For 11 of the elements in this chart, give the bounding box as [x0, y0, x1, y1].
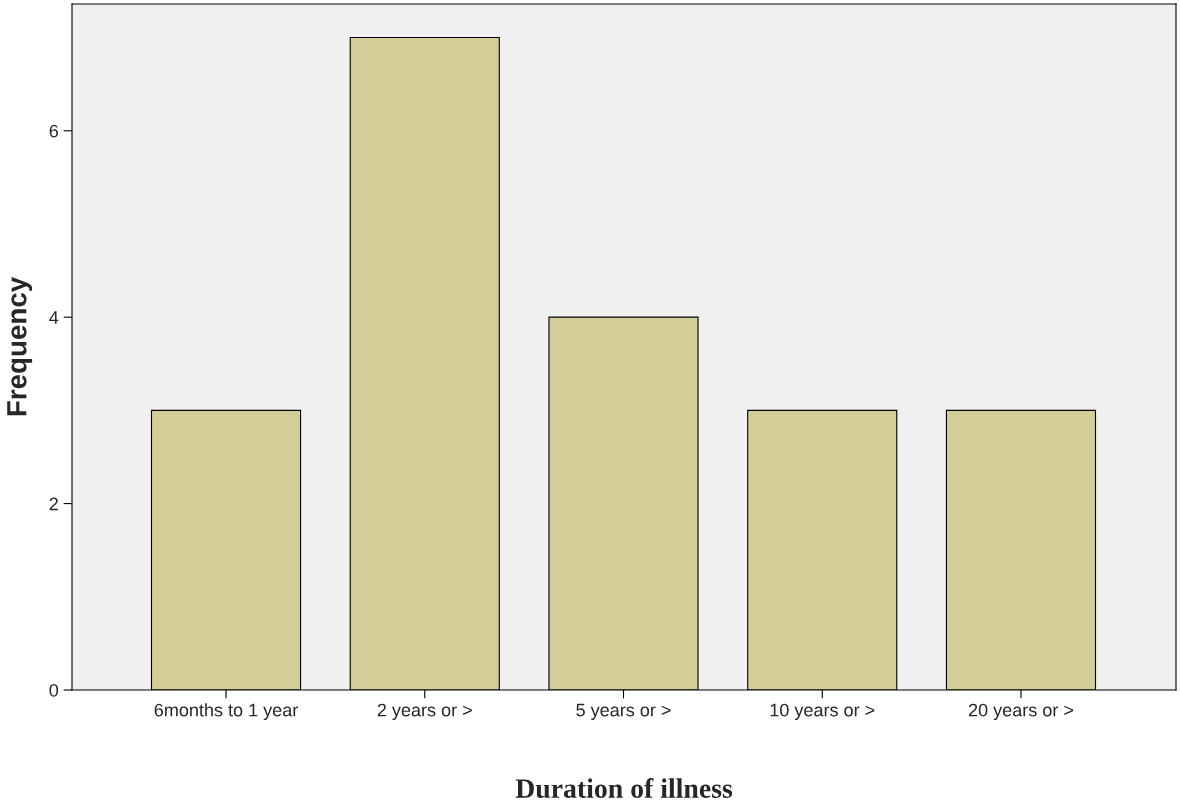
y-tick-label: 4 — [49, 311, 59, 324]
x-tick-label: 10 years or > — [770, 703, 875, 721]
y-axis-title: Frequency — [7, 276, 33, 416]
x-tick-label: 6months to 1 year — [154, 703, 298, 721]
x-tick-label: 2 years or > — [377, 703, 472, 721]
x-tick-label: 20 years or > — [968, 703, 1074, 721]
x-axis-title: Duration of illness — [515, 778, 733, 798]
y-tick-label: 2 — [49, 497, 58, 511]
x-tick-label: 5 years or > — [576, 703, 671, 721]
y-tick-label: 6 — [49, 124, 59, 138]
y-tick-label: 0 — [49, 683, 59, 697]
